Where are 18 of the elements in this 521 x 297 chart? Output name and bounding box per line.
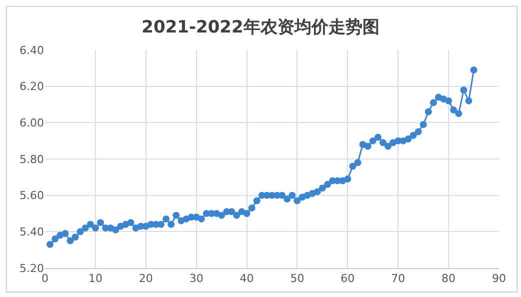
x-tick-label: 90 — [492, 272, 506, 286]
x-tick-label: 0 — [42, 272, 48, 286]
y-tick-label: 5.60 — [20, 189, 44, 202]
y-tick-label: 6.40 — [20, 44, 44, 57]
chart-title: 2021-2022年农资均价走势图 — [142, 18, 380, 38]
x-tick-label: 70 — [391, 272, 406, 286]
x-tick-label: 80 — [442, 272, 456, 286]
y-tick-label: 6.20 — [20, 80, 44, 94]
y-tick-label: 6.00 — [20, 116, 44, 130]
y-tick-label: 5.80 — [20, 152, 44, 166]
x-tick-label: 50 — [290, 272, 304, 286]
y-tick-label: 5.40 — [20, 226, 44, 239]
x-tick-label: 60 — [340, 272, 355, 286]
x-tick-label: 30 — [189, 272, 204, 286]
x-tick-label: 40 — [240, 272, 254, 286]
x-tick-label: 20 — [138, 272, 153, 286]
x-tick-label: 10 — [88, 272, 102, 286]
y-tick-label: 5.20 — [20, 262, 44, 275]
